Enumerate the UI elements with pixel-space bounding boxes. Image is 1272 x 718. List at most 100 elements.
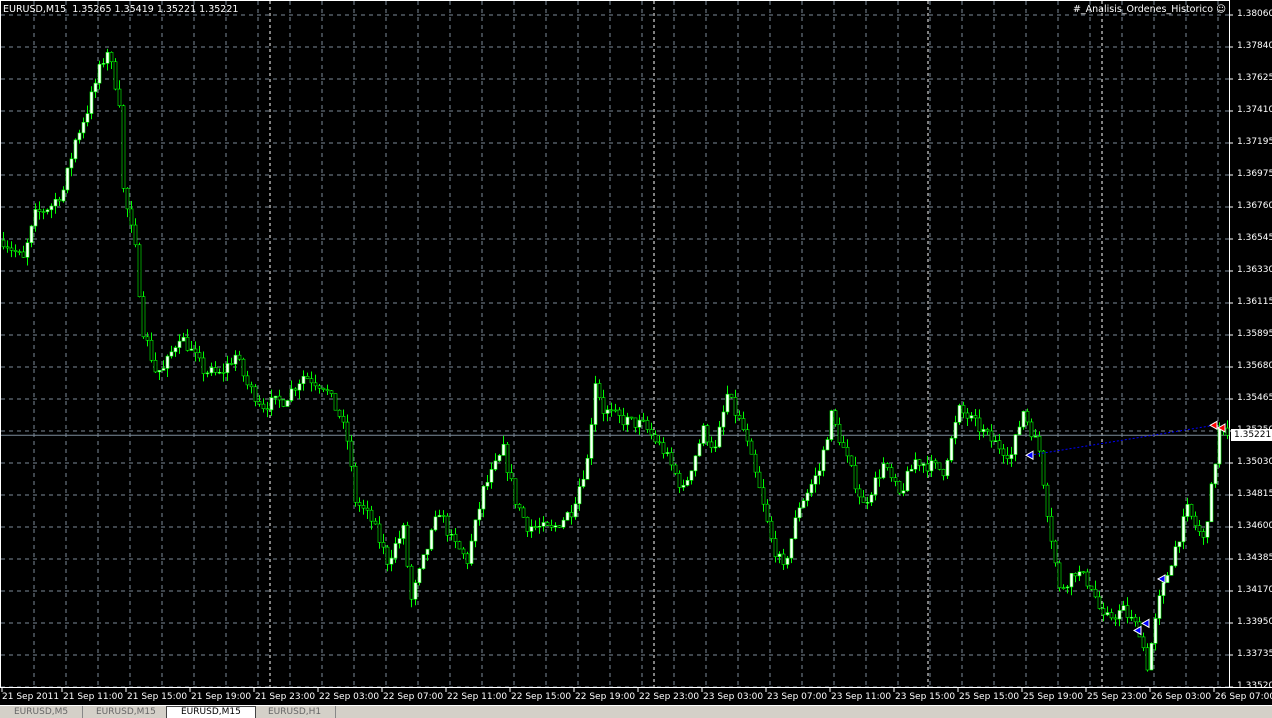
candle-body [165, 355, 170, 369]
chart-frame [0, 0, 1230, 688]
candle-body [317, 385, 322, 389]
candle-body [949, 437, 954, 461]
candle-body [1061, 587, 1066, 589]
candle-body [661, 442, 666, 454]
ohlc-label: 1.35265 1.35419 1.35221 1.35221 [72, 4, 239, 15]
candle-body [1041, 450, 1046, 486]
candle-body [741, 418, 746, 431]
candle-body [613, 409, 618, 412]
candle-body [545, 522, 550, 526]
candle-body [1093, 588, 1098, 598]
candle-body [1181, 516, 1186, 543]
candle-body [157, 370, 162, 373]
candle-body [217, 371, 222, 374]
candle-body [1001, 448, 1006, 456]
candle-body [945, 460, 950, 477]
candle-body [925, 463, 930, 472]
candle-body [1185, 504, 1190, 517]
candle-body [793, 517, 798, 539]
candle-body [577, 486, 582, 505]
candle-body [125, 188, 130, 210]
candle-body [457, 541, 462, 550]
candle-body [437, 515, 442, 518]
candle-body [857, 488, 862, 498]
candle-body [93, 82, 98, 93]
candle-body [1201, 531, 1206, 538]
candle-body [365, 507, 370, 511]
candle-body [445, 515, 450, 536]
price-tick-label: 1.38060 [1237, 9, 1272, 19]
candle-body [953, 422, 958, 439]
candle-body [853, 465, 858, 490]
candle-body [373, 520, 378, 525]
candle-body [449, 533, 454, 536]
candle-body [761, 487, 766, 505]
candle-body [1049, 516, 1054, 542]
candle-body [805, 492, 810, 501]
candle-body [1165, 575, 1170, 583]
candle-body [849, 455, 854, 466]
candle-body [213, 367, 218, 373]
candle-body [293, 388, 298, 391]
candle-body [333, 393, 338, 411]
tab-eurusd-m15-active[interactable]: EURUSD,M15 [166, 706, 256, 718]
candle-body [529, 526, 534, 532]
candle-body [225, 363, 230, 374]
candle-body [57, 199, 62, 202]
candle-body [1069, 572, 1074, 588]
candle-body [685, 479, 690, 486]
candle-body [1009, 454, 1014, 460]
candle-body [421, 554, 426, 569]
candle-body [417, 568, 422, 584]
candle-body [249, 384, 254, 388]
candle-body [757, 471, 762, 489]
tab-eurusd-h1[interactable]: EURUSD,H1 [254, 706, 337, 718]
candle-body [621, 415, 626, 426]
candle-body [441, 515, 446, 517]
candle-body [121, 105, 126, 189]
candle-body [1125, 605, 1130, 618]
chart-tabs: EURUSD,M5 EURUSD,M15 EURUSD,M15 EURUSD,H… [0, 705, 1272, 718]
candle-body [1153, 618, 1158, 644]
candle-body [1077, 571, 1082, 577]
candle-body [77, 132, 82, 141]
candle-body [105, 52, 110, 64]
candle-body [313, 382, 318, 387]
candle-body [1225, 427, 1230, 436]
time-tick-label: 21 Sep 15:00 [127, 692, 188, 702]
tab-eurusd-m15-1[interactable]: EURUSD,M15 [82, 706, 171, 718]
candle-body [633, 417, 638, 428]
candle-body [637, 419, 642, 428]
candle-body [133, 224, 138, 246]
candle-body [237, 354, 242, 360]
candle-body [781, 553, 786, 565]
time-tick-label: 22 Sep 19:00 [575, 692, 636, 702]
candle-body [1209, 483, 1214, 523]
candle-body [161, 368, 166, 371]
candle-body [669, 452, 674, 466]
candle-body [557, 525, 562, 528]
tab-eurusd-m5[interactable]: EURUSD,M5 [0, 706, 84, 718]
candle-body [281, 399, 286, 407]
candle-body [481, 485, 486, 510]
trade-line [1029, 424, 1215, 456]
trade-arrow-icon [1024, 450, 1034, 461]
candle-body [101, 63, 106, 65]
candle-body [749, 440, 754, 455]
candle-body [185, 337, 190, 351]
candle-body [473, 519, 478, 542]
candle-body [801, 500, 806, 509]
candle-body [393, 543, 398, 559]
candle-body [697, 443, 702, 457]
candle-body [221, 371, 226, 374]
candle-body [1121, 605, 1126, 611]
time-tick-label: 21 Sep 23:00 [255, 692, 316, 702]
candle-body [645, 420, 650, 430]
candle-body [897, 481, 902, 494]
candle-body [465, 553, 470, 564]
candle-body [601, 397, 606, 414]
candle-body [1169, 565, 1174, 576]
candle-body [977, 417, 982, 433]
candle-body [865, 502, 870, 504]
